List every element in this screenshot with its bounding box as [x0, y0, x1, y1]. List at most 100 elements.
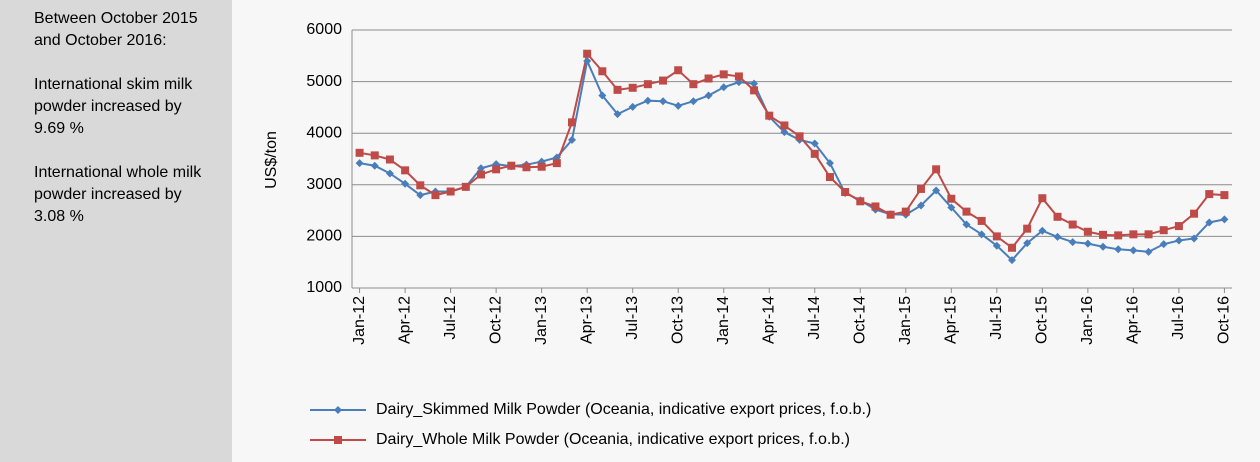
x-tick-label: Apr-16	[1125, 296, 1142, 344]
x-tick-label: Oct-13	[669, 296, 686, 344]
x-tick-label: Jan-12	[351, 296, 368, 345]
point	[674, 66, 683, 75]
y-tick-label: 4000	[306, 124, 342, 141]
x-tick-label: Oct-14	[851, 296, 868, 344]
point	[537, 162, 546, 171]
point	[1190, 234, 1199, 243]
point	[355, 159, 364, 168]
point	[1220, 191, 1229, 200]
x-tick-label: Apr-14	[760, 296, 777, 344]
point	[476, 170, 485, 179]
point	[1159, 226, 1168, 235]
point	[810, 139, 819, 148]
point	[1099, 230, 1108, 239]
point	[841, 188, 850, 197]
point	[522, 163, 531, 172]
point	[992, 241, 1001, 250]
point	[734, 72, 743, 81]
point	[780, 121, 789, 130]
point	[962, 220, 971, 229]
point	[401, 166, 410, 175]
x-tick-label: Jul-16	[1170, 296, 1187, 340]
x-tick-label: Jan-16	[1079, 296, 1096, 345]
point	[1023, 224, 1032, 233]
point	[583, 49, 592, 58]
point	[962, 207, 971, 216]
point	[977, 216, 986, 225]
point	[370, 151, 379, 160]
point	[385, 155, 394, 164]
point	[947, 194, 956, 203]
point	[689, 97, 698, 106]
point	[628, 102, 637, 111]
point	[1159, 240, 1168, 249]
point	[416, 191, 425, 200]
point	[643, 96, 652, 105]
legend-marker	[334, 436, 342, 444]
legend-marker	[334, 406, 342, 414]
point	[613, 85, 622, 94]
point	[1008, 243, 1016, 252]
point	[1205, 218, 1214, 227]
point	[416, 181, 425, 190]
point	[446, 187, 455, 196]
y-tick-label: 1000	[306, 279, 342, 296]
point	[1053, 232, 1062, 241]
point	[370, 161, 379, 170]
point	[947, 203, 956, 212]
point	[932, 165, 941, 174]
point	[401, 179, 410, 188]
point	[1053, 212, 1062, 221]
y-tick-label: 2000	[306, 228, 342, 245]
note: Between October 2015 and October 2016:	[34, 10, 198, 49]
point	[659, 97, 668, 106]
point	[977, 230, 986, 239]
point	[1129, 230, 1138, 239]
x-tick-label: Jul-12	[442, 296, 459, 340]
point	[704, 74, 713, 83]
x-tick-label: Oct-12	[487, 296, 504, 344]
point	[750, 86, 759, 95]
point	[598, 67, 607, 76]
point	[704, 91, 713, 100]
point	[1068, 220, 1077, 229]
point	[1144, 247, 1153, 256]
point	[598, 91, 607, 100]
point	[1205, 190, 1214, 199]
x-tick-label: Jan-15	[897, 296, 914, 345]
point	[719, 83, 728, 92]
point	[901, 207, 910, 216]
point	[1174, 236, 1183, 245]
point	[1114, 231, 1123, 240]
point	[568, 118, 576, 127]
point	[643, 80, 652, 89]
point	[825, 173, 834, 182]
x-tick-label: Apr-13	[578, 296, 595, 344]
point	[765, 111, 774, 120]
point	[810, 149, 819, 158]
point	[1174, 222, 1183, 231]
x-tick-label: Jan-13	[533, 296, 550, 345]
point	[932, 186, 941, 195]
point	[385, 169, 394, 178]
point	[1023, 239, 1032, 248]
point	[628, 83, 637, 92]
point	[780, 128, 789, 137]
x-tick-label: Apr-15	[943, 296, 960, 344]
point	[659, 76, 668, 85]
note: International skim milk powder increased…	[34, 76, 193, 137]
point	[916, 201, 925, 210]
point	[507, 161, 516, 170]
point	[431, 191, 440, 200]
point	[871, 202, 880, 211]
point	[689, 80, 698, 89]
point	[1190, 209, 1199, 218]
point	[795, 132, 804, 141]
point	[1129, 246, 1138, 255]
point	[1068, 238, 1077, 247]
y-tick-label: 3000	[306, 176, 342, 193]
point	[719, 70, 728, 79]
point	[613, 110, 622, 119]
